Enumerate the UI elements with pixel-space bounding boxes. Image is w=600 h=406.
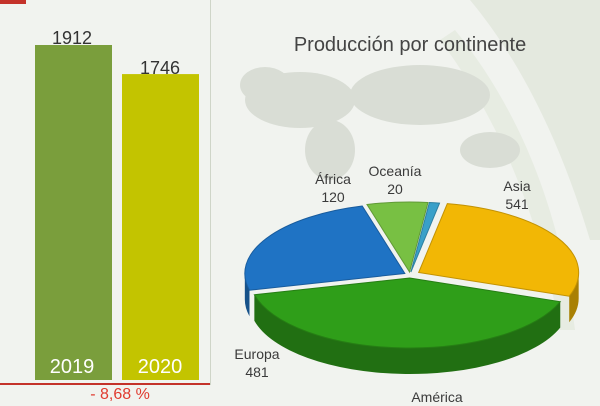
percent-change-label: - 8,68 % — [90, 386, 150, 403]
slice-label-oceania: Oceanía 20 — [355, 162, 435, 198]
slice-name-africa: África — [315, 171, 351, 187]
slice-name-asia: Asia — [503, 178, 531, 194]
pie-slice-asia — [417, 203, 580, 297]
slice-name-europa: Europa — [234, 346, 280, 362]
slice-label-europa: Europa 481 — [222, 345, 292, 381]
bar-value-2019: 1912 — [51, 28, 93, 48]
slice-label-america: América — [392, 388, 482, 406]
bar-year-2019: 2019 — [49, 356, 95, 378]
slice-name-oceania: Oceanía — [368, 163, 422, 179]
pie-slice-side-europa — [244, 273, 250, 317]
pie-slice-américa — [253, 277, 562, 349]
bar-2019 — [35, 45, 112, 380]
baseline-rule — [0, 383, 210, 385]
bar-year-2020: 2020 — [137, 356, 183, 378]
slice-name-america: América — [411, 389, 463, 405]
slice-label-africa: África 120 — [298, 170, 368, 206]
pie-slice-europa — [244, 205, 406, 291]
pie-chart-title: Producción por continente — [293, 34, 527, 56]
accent-line — [0, 0, 26, 4]
slice-value-asia: 541 — [505, 196, 529, 212]
panel-divider — [210, 0, 211, 385]
slice-label-asia: Asia 541 — [482, 177, 552, 213]
slice-value-europa: 481 — [245, 364, 269, 380]
pie-slice-oceanía — [410, 201, 441, 273]
slice-value-oceania: 20 — [387, 181, 403, 197]
world-map-decoration — [240, 65, 520, 180]
pie-slice-side-américa — [254, 294, 561, 374]
bar-value-2020: 1746 — [139, 58, 181, 78]
bar-2020 — [122, 74, 199, 381]
pie-slice-áfrica — [366, 201, 429, 274]
slice-value-africa: 120 — [321, 189, 345, 205]
